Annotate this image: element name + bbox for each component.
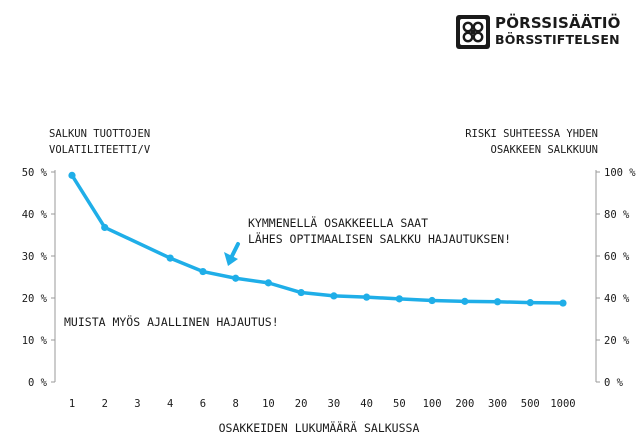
data-point bbox=[264, 279, 272, 287]
x-tick-label: 4 bbox=[167, 398, 173, 410]
data-point bbox=[428, 296, 436, 305]
data-point bbox=[166, 254, 174, 262]
x-tick-label: 200 bbox=[455, 398, 474, 410]
x-tick-label: 100 bbox=[423, 398, 442, 410]
data-point bbox=[363, 293, 371, 301]
y2-axis-title-line-2: OSAKKEEN SALKKUUN bbox=[490, 144, 598, 156]
y-axis-title-line-1: SALKUN TUOTTOJEN bbox=[49, 128, 151, 140]
annotation-note: MUISTA MYÖS AJALLINEN HAJAUTUS! bbox=[64, 313, 279, 329]
y-tick-label: 10 % bbox=[22, 335, 48, 347]
x-tick-label: 30 bbox=[328, 398, 341, 410]
data-point bbox=[232, 274, 240, 282]
x-tick-label: 1 bbox=[69, 398, 75, 410]
x-tick-label: 8 bbox=[233, 398, 239, 410]
x-tick-label: 2 bbox=[102, 398, 108, 410]
logo: PÖRSSISÄÄTIÖ BÖRSSTIFTELSEN bbox=[455, 14, 635, 52]
data-point bbox=[493, 298, 502, 306]
annotation-line-1: KYMMENELLÄ OSAKKEELLA SAAT bbox=[248, 215, 428, 230]
y-tick-label: 0 % bbox=[28, 377, 48, 389]
y2-tick-label: 60 % bbox=[604, 251, 630, 263]
y2-tick-label: 100 % bbox=[604, 167, 636, 179]
logo-line-2: BÖRSSTIFTELSEN bbox=[495, 32, 620, 47]
y2-tick-label: 80 % bbox=[604, 209, 630, 221]
x-tick-label: 40 bbox=[360, 398, 373, 410]
data-point bbox=[297, 288, 305, 297]
data-point bbox=[461, 297, 469, 305]
y-tick-label: 40 % bbox=[22, 209, 48, 221]
x-tick-label: 50 bbox=[393, 398, 406, 410]
data-point bbox=[199, 267, 207, 276]
x-tick-label: 6 bbox=[200, 398, 206, 410]
data-point bbox=[559, 299, 567, 307]
annotation-line-2: LÄHES OPTIMAALISEN SALKKU HAJAUTUKSEN! bbox=[248, 231, 511, 246]
x-tick-label: 10 bbox=[262, 398, 275, 410]
data-point bbox=[101, 223, 109, 232]
y-tick-label: 20 % bbox=[22, 293, 48, 305]
x-tick-label: 500 bbox=[521, 398, 540, 410]
annotation-arrow-icon bbox=[224, 242, 240, 266]
data-point bbox=[68, 171, 76, 179]
x-axis-title: OSAKKEIDEN LUKUMÄÄRÄ SALKUSSA bbox=[218, 421, 420, 435]
y2-axis-title: RISKI SUHTEESSA YHDEN OSAKKEEN SALKKUUN bbox=[465, 126, 598, 158]
y2-axis-title-line-1: RISKI SUHTEESSA YHDEN bbox=[465, 128, 598, 140]
logo-line-1: PÖRSSISÄÄTIÖ bbox=[495, 14, 621, 32]
data-point bbox=[395, 295, 403, 303]
y-axis-title-line-2: VOLATILITEETTI/V bbox=[49, 144, 151, 156]
data-point bbox=[330, 292, 338, 300]
y2-tick-label: 20 % bbox=[604, 335, 630, 347]
x-tick-label: 3 bbox=[134, 398, 140, 410]
data-point bbox=[526, 299, 534, 307]
porssisaatio-emblem-icon bbox=[456, 15, 490, 49]
y-tick-label: 50 % bbox=[22, 167, 48, 179]
x-tick-label: 1000 bbox=[550, 398, 575, 410]
x-tick-label: 20 bbox=[295, 398, 308, 410]
y-axis-title: SALKUN TUOTTOJEN VOLATILITEETTI/V bbox=[49, 126, 150, 158]
y2-tick-label: 0 % bbox=[604, 377, 624, 389]
x-tick-label: 300 bbox=[488, 398, 507, 410]
y-tick-label: 30 % bbox=[22, 251, 48, 263]
y2-tick-label: 40 % bbox=[604, 293, 630, 305]
